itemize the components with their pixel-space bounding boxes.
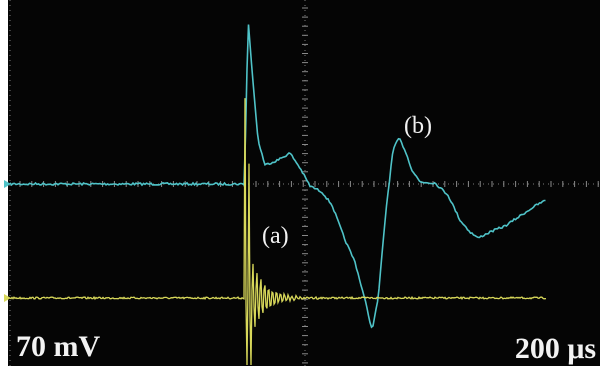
oscilloscope-screen: (a) (b) 70 mV 200 μs xyxy=(0,0,602,373)
voltage-scale: 70 mV xyxy=(16,330,100,363)
time-scale: 200 μs xyxy=(515,332,596,365)
annotation-b: (b) xyxy=(404,113,432,139)
annotation-a: (a) xyxy=(262,223,289,249)
